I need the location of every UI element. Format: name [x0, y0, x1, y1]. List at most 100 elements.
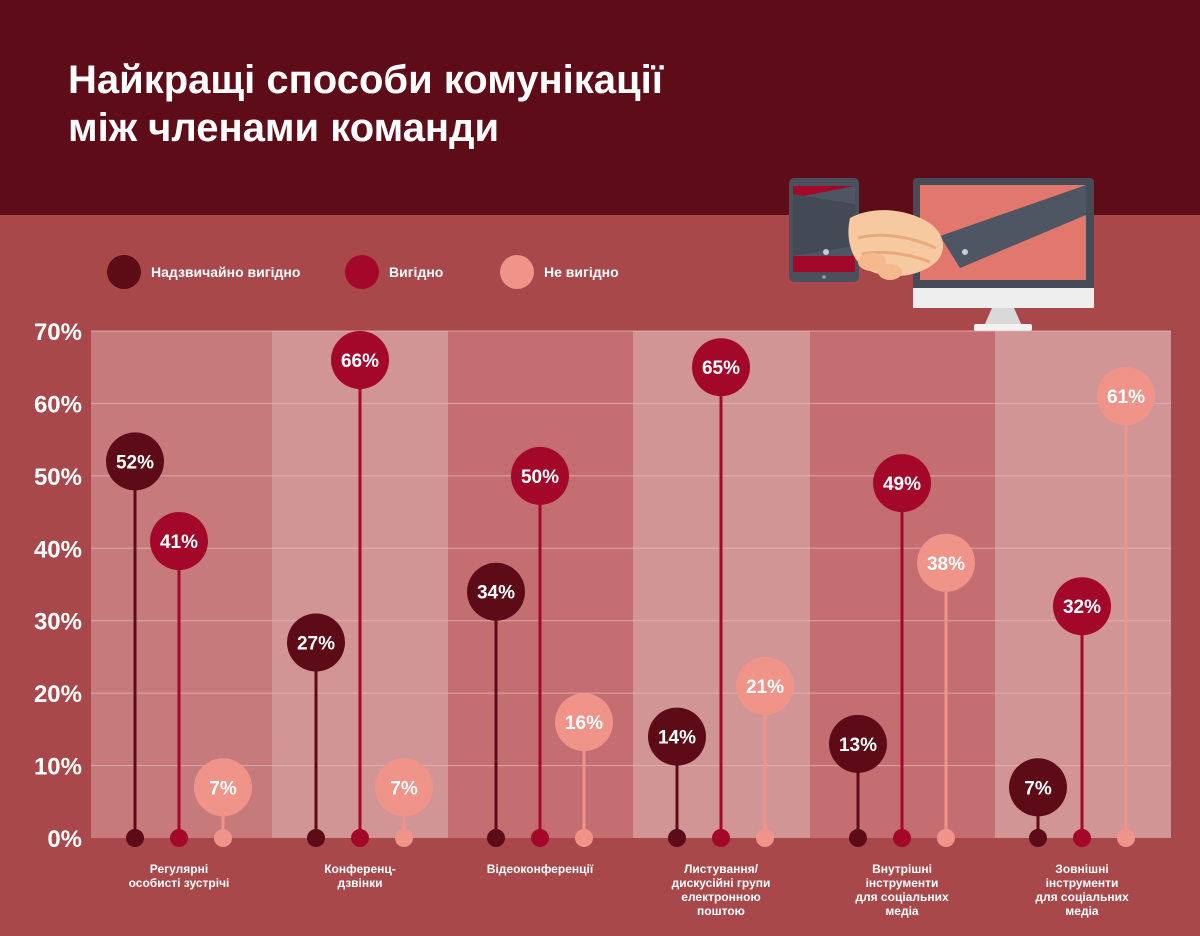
- legend-label: Надзвичайно вигідно: [151, 264, 301, 280]
- data-label: 61%: [1107, 387, 1145, 408]
- legend-swatch: [345, 255, 379, 289]
- legend-item-beneficial: Вигідно: [345, 254, 443, 290]
- lollipop-base: [893, 829, 911, 847]
- lollipop-head: [1053, 577, 1111, 636]
- lollipop-head: [287, 613, 345, 672]
- lollipop-base: [668, 829, 686, 847]
- x-category-label-line: Зовнішні: [1055, 862, 1108, 876]
- header-banner: Найкращі способи комунікації між членами…: [0, 0, 1200, 215]
- lollipop-base: [351, 829, 369, 847]
- lollipop-head: [1009, 758, 1067, 817]
- x-category-label-line: електронною: [681, 890, 760, 904]
- x-category-label-line: для соціальних: [1035, 890, 1129, 904]
- data-label: 38%: [927, 554, 965, 575]
- lollipop-base: [756, 829, 774, 847]
- y-tick-label: 10%: [34, 754, 82, 781]
- x-axis: Регулярні особисті зустрічі Конференц-дзві…: [129, 862, 1129, 918]
- x-category-label-line: медіа: [1065, 904, 1099, 918]
- lollipop-base: [1117, 829, 1135, 847]
- y-tick-label: 50%: [34, 464, 82, 491]
- x-category-label-line: інструменти: [866, 876, 939, 890]
- lollipop-head: [736, 656, 794, 715]
- lollipop-head: [829, 714, 887, 773]
- lollipop-base: [575, 829, 593, 847]
- lollipop-base: [1073, 829, 1091, 847]
- lollipop-head: [194, 758, 252, 817]
- x-category-label-line: для соціальних: [855, 890, 949, 904]
- lollipop-base: [126, 829, 144, 847]
- data-label: 7%: [390, 778, 418, 799]
- data-label: 50%: [521, 467, 559, 488]
- x-category-label-line: Відеоконференції: [487, 862, 594, 876]
- x-category-label-line: поштою: [697, 904, 745, 918]
- lollipop-base: [395, 829, 413, 847]
- title-line-1: Найкращі способи комунікації: [68, 58, 663, 102]
- lollipop-base: [937, 829, 955, 847]
- lollipop-base: [1029, 829, 1047, 847]
- y-tick-label: 30%: [34, 609, 82, 636]
- data-label: 49%: [883, 474, 921, 495]
- y-tick-label: 60%: [34, 391, 82, 418]
- lollipop-base: [531, 829, 549, 847]
- x-category-label-line: Внутрішні: [872, 862, 932, 876]
- category-band: [91, 331, 272, 838]
- plot-background: [91, 331, 1171, 838]
- grid-lines: [91, 330, 1171, 767]
- data-label: 32%: [1063, 597, 1101, 618]
- legend-label: Не вигідно: [544, 264, 619, 280]
- lollipop-head: [331, 330, 389, 389]
- lollipop-base: [307, 829, 325, 847]
- data-label: 52%: [116, 452, 154, 473]
- legend-swatch: [500, 255, 534, 289]
- lollipop-base: [214, 829, 232, 847]
- data-label: 13%: [839, 735, 877, 756]
- data-label: 7%: [1024, 778, 1052, 799]
- legend-item-not-beneficial: Не вигідно: [500, 254, 619, 290]
- legend-label: Вигідно: [389, 264, 444, 280]
- x-category-label: Листування/дискусійні групи електронною по…: [672, 862, 771, 918]
- lollipop-head: [648, 707, 706, 766]
- x-category-label-line: Регулярні: [150, 862, 208, 876]
- legend-swatch: [107, 255, 141, 289]
- lollipop-head: [873, 454, 931, 513]
- data-label: 7%: [209, 778, 237, 799]
- data-label: 65%: [702, 358, 740, 379]
- x-category-label: Відеоконференції: [487, 862, 594, 876]
- data-label: 27%: [297, 633, 335, 654]
- data-label: 34%: [477, 583, 515, 604]
- x-category-label-line: інструменти: [1046, 876, 1119, 890]
- data-label: 14%: [658, 728, 696, 749]
- y-tick-label: 70%: [34, 319, 82, 346]
- x-category-label: Внутрішні інструменти для соціальних медіа: [855, 862, 949, 918]
- handshake-devices-illustration: [789, 178, 1094, 331]
- title-line-2: між членами команди: [68, 106, 500, 150]
- y-axis: 0% 10% 20% 30% 40% 50% 60% 70%: [34, 319, 82, 853]
- page-title: Найкращі способи комунікації між членами…: [68, 56, 663, 152]
- y-tick-label: 40%: [34, 536, 82, 563]
- data-label: 41%: [160, 532, 198, 553]
- lollipop-head: [692, 338, 750, 397]
- y-tick-label: 20%: [34, 681, 82, 708]
- x-category-label: Зовнішні інструменти для соціальних медіа: [1035, 862, 1129, 918]
- lollipop-head: [917, 533, 975, 592]
- lollipop-head: [555, 693, 613, 752]
- lollipop-head: [511, 446, 569, 505]
- lollipop-base: [849, 829, 867, 847]
- lollipop-head: [1097, 367, 1155, 426]
- x-category-label-line: особисті зустрічі: [129, 876, 230, 890]
- lollipop-head: [375, 758, 433, 817]
- lollipop-head: [150, 512, 208, 571]
- lollipop-head: [106, 432, 164, 491]
- x-category-label: Регулярні особисті зустрічі: [129, 862, 230, 890]
- lollipop-base: [170, 829, 188, 847]
- x-category-label-line: медіа: [885, 904, 919, 918]
- lollipop-base: [487, 829, 505, 847]
- lollipop-base: [712, 829, 730, 847]
- data-label: 66%: [341, 351, 379, 372]
- data-label: 21%: [746, 677, 784, 698]
- data-label: 16%: [565, 713, 603, 734]
- legend-item-extremely-beneficial: Надзвичайно вигідно: [107, 254, 300, 290]
- x-category-label-line: Конференц-: [324, 862, 396, 876]
- y-tick-label: 0%: [47, 826, 82, 853]
